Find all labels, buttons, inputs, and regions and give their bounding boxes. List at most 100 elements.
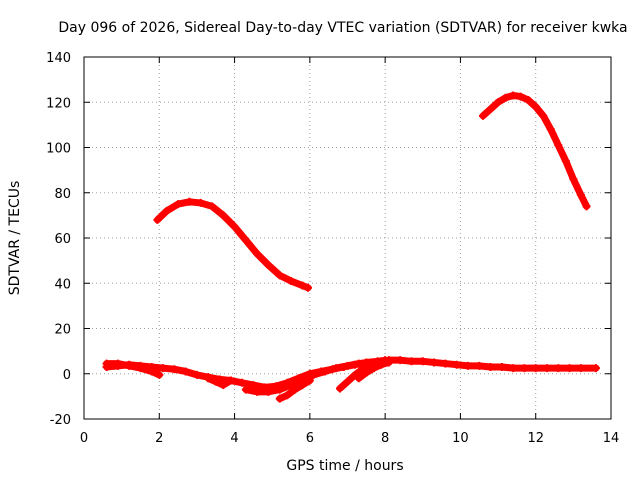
x-tick-label: 2 xyxy=(155,431,163,446)
y-tick-label: 80 xyxy=(54,187,71,202)
x-tick-label: 8 xyxy=(381,431,389,446)
data-point xyxy=(531,364,540,373)
x-tick-label: 6 xyxy=(306,431,314,446)
data-point xyxy=(332,364,341,373)
data-point xyxy=(546,125,555,134)
data-point xyxy=(384,358,393,367)
data-point xyxy=(102,359,111,368)
data-point xyxy=(524,95,533,104)
data-point xyxy=(320,367,329,376)
data-point xyxy=(362,368,371,377)
series-arc-6 xyxy=(241,357,386,396)
data-point xyxy=(298,281,307,290)
x-axis-label: GPS time / hours xyxy=(286,458,403,474)
y-tick-label: -20 xyxy=(50,413,71,428)
series-arc-4 xyxy=(102,359,164,379)
data-point xyxy=(159,364,168,373)
data-point xyxy=(211,377,220,386)
data-point xyxy=(181,367,190,376)
data-point xyxy=(253,249,262,258)
data-point xyxy=(125,361,134,370)
data-point xyxy=(520,364,529,373)
data-point xyxy=(174,200,183,209)
data-point xyxy=(479,111,488,120)
series-line xyxy=(153,198,312,292)
data-point xyxy=(147,367,156,376)
data-point xyxy=(136,364,145,373)
x-tick-label: 0 xyxy=(80,431,88,446)
data-point xyxy=(305,376,314,385)
series-arc-5 xyxy=(204,374,235,390)
data-point xyxy=(561,157,570,166)
y-tick-label: 100 xyxy=(46,142,71,157)
data-point xyxy=(153,215,162,224)
data-point xyxy=(441,359,450,368)
data-point xyxy=(463,361,472,370)
data-point xyxy=(475,361,484,370)
data-point xyxy=(452,360,461,369)
data-point xyxy=(497,362,506,371)
data-point xyxy=(113,359,122,368)
y-tick-label: 140 xyxy=(46,51,71,66)
plot-frame xyxy=(83,56,612,420)
data-point xyxy=(298,381,307,390)
data-point xyxy=(396,356,405,365)
data-point xyxy=(354,359,363,368)
data-point xyxy=(576,364,585,373)
data-point xyxy=(303,283,312,292)
series-line xyxy=(204,374,235,389)
data-point xyxy=(275,385,284,394)
data-point xyxy=(192,370,201,379)
data-point xyxy=(509,364,518,373)
data-point xyxy=(196,198,205,207)
data-point xyxy=(486,362,495,371)
data-point xyxy=(531,102,540,111)
data-point xyxy=(430,358,439,367)
data-point xyxy=(343,377,352,386)
data-point xyxy=(170,365,179,374)
data-point xyxy=(253,387,262,396)
data-point xyxy=(264,387,273,396)
y-tick-label: 0 xyxy=(63,368,71,383)
grid-lines xyxy=(84,57,611,419)
series-line xyxy=(479,91,591,210)
data-point xyxy=(219,211,228,220)
data-point xyxy=(554,364,563,373)
data-point xyxy=(287,381,296,390)
data-point xyxy=(287,276,296,285)
y-tick-label: 60 xyxy=(54,232,71,247)
data-point xyxy=(582,202,591,211)
data-point xyxy=(155,370,164,379)
data-point xyxy=(219,381,228,390)
data-point xyxy=(264,261,273,270)
x-tick-label: 14 xyxy=(603,431,620,446)
data-point xyxy=(275,271,284,280)
data-point xyxy=(539,111,548,120)
data-point xyxy=(162,206,171,215)
data-point xyxy=(343,361,352,370)
series-layer xyxy=(102,91,600,403)
data-point xyxy=(591,364,600,373)
data-point xyxy=(565,364,574,373)
series-arc-9 xyxy=(354,358,393,383)
data-point xyxy=(407,357,416,366)
tick-labels: 0 2 4 6 8 10 12 14 -20 0 20 40 60 80 100 120 140 xyxy=(46,51,619,446)
data-point xyxy=(185,197,194,206)
data-point xyxy=(569,175,578,184)
series-arc-7 xyxy=(275,376,314,403)
data-point xyxy=(275,394,284,403)
data-point xyxy=(238,378,247,387)
data-point xyxy=(418,357,427,366)
data-point xyxy=(283,391,292,400)
data-point xyxy=(226,376,235,385)
y-tick-label: 20 xyxy=(54,323,71,338)
chart-title: Day 096 of 2026, Sidereal Day-to-day VTE… xyxy=(58,20,627,36)
x-tick-label: 12 xyxy=(527,431,544,446)
data-point xyxy=(486,105,495,114)
data-point xyxy=(207,202,216,211)
data-point xyxy=(554,141,563,150)
data-point xyxy=(377,360,386,369)
data-point xyxy=(204,374,213,383)
data-point xyxy=(501,93,510,102)
